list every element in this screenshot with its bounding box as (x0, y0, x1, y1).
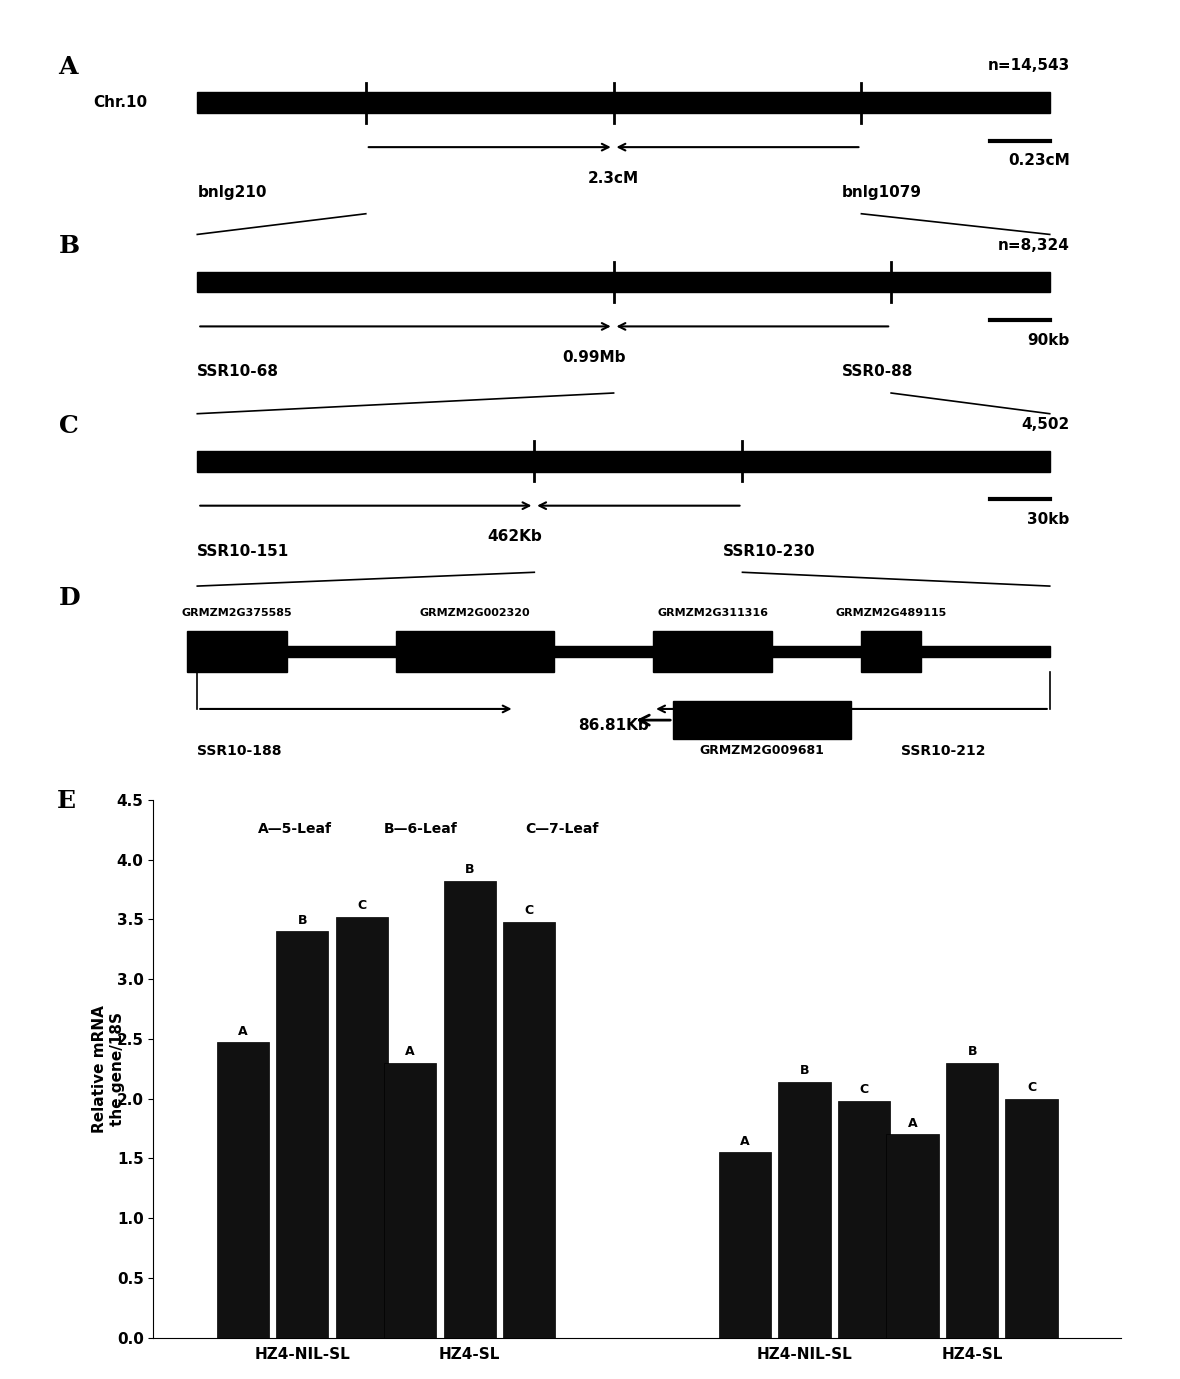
Text: C: C (1027, 1081, 1036, 1094)
Text: n=14,543: n=14,543 (988, 58, 1069, 73)
Text: SSR10-68: SSR10-68 (197, 364, 280, 379)
Text: bnlg1079: bnlg1079 (841, 185, 922, 200)
Bar (188, 630, 287, 672)
Text: 462Kb: 462Kb (487, 530, 542, 545)
Bar (395, 630, 555, 672)
Bar (197, 92, 1050, 113)
Text: GRMZM2G009681: GRMZM2G009681 (700, 745, 825, 757)
Text: bnlg210: bnlg210 (197, 185, 267, 200)
Bar (719, 1153, 772, 1338)
Text: E: E (57, 789, 76, 814)
Text: B: B (297, 913, 307, 927)
Text: SSR10-151: SSR10-151 (197, 543, 289, 558)
Text: B: B (465, 863, 474, 876)
Text: 0.23cM: 0.23cM (1008, 153, 1069, 168)
Text: 86.81Kb: 86.81Kb (578, 718, 649, 734)
Text: n=8,324: n=8,324 (997, 237, 1069, 252)
Text: Chr.10: Chr.10 (93, 95, 148, 110)
Text: 30kb: 30kb (1028, 512, 1069, 527)
Bar (276, 931, 328, 1338)
Text: B: B (968, 1045, 977, 1058)
Text: A—5-Leaf: A—5-Leaf (257, 822, 332, 836)
Text: GRMZM2G311316: GRMZM2G311316 (657, 608, 768, 618)
Bar (673, 702, 852, 739)
Text: SSR10-188: SSR10-188 (197, 745, 282, 758)
Bar (197, 272, 1050, 292)
Text: C—7-Leaf: C—7-Leaf (525, 822, 599, 836)
Text: B—6-Leaf: B—6-Leaf (385, 822, 458, 836)
Text: A: A (740, 1135, 750, 1147)
Text: D: D (59, 586, 80, 610)
Text: GRMZM2G375585: GRMZM2G375585 (182, 608, 293, 618)
Text: GRMZM2G489115: GRMZM2G489115 (835, 608, 946, 618)
Bar (335, 917, 388, 1338)
Y-axis label: Relative mRNA
the gene/18S: Relative mRNA the gene/18S (92, 1005, 125, 1132)
Text: B: B (59, 234, 80, 258)
Bar (1005, 1099, 1058, 1338)
Text: C: C (860, 1084, 868, 1096)
Bar (861, 630, 920, 672)
Bar (216, 1043, 269, 1338)
Text: GRMZM2G002320: GRMZM2G002320 (420, 608, 530, 618)
Bar (838, 1100, 891, 1338)
Text: SSR0-88: SSR0-88 (841, 364, 913, 379)
Text: 2.3cM: 2.3cM (588, 171, 640, 186)
Text: 4,502: 4,502 (1022, 416, 1069, 432)
Text: 0.99Mb: 0.99Mb (562, 350, 625, 365)
Text: 90kb: 90kb (1028, 332, 1069, 348)
Bar (384, 1063, 437, 1338)
Bar (197, 451, 1050, 472)
Text: C: C (59, 414, 78, 437)
Bar (654, 630, 772, 672)
Text: A: A (907, 1117, 917, 1129)
Text: C: C (358, 899, 366, 912)
Bar (444, 881, 496, 1338)
Text: A: A (59, 55, 78, 79)
Text: SSR10-230: SSR10-230 (722, 543, 815, 558)
Bar (886, 1135, 939, 1338)
Bar (779, 1083, 831, 1338)
Text: B: B (800, 1065, 809, 1077)
Text: C: C (525, 905, 533, 917)
Bar (197, 645, 1050, 656)
Bar (503, 921, 556, 1338)
Text: A: A (238, 1025, 248, 1037)
Text: A: A (406, 1045, 415, 1058)
Bar (946, 1063, 998, 1338)
Text: SSR10-212: SSR10-212 (902, 745, 985, 758)
